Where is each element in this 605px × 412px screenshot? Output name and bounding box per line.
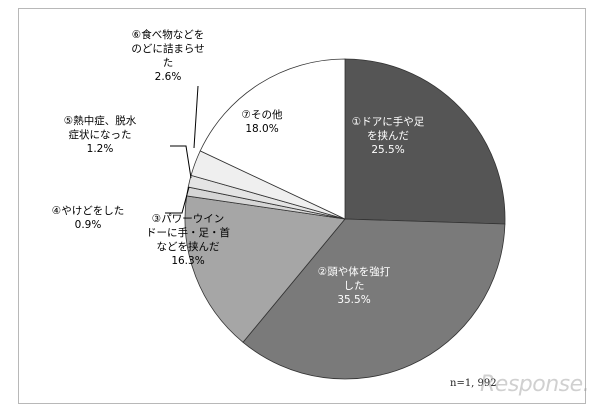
slice-label-value: 0.9% [74,219,102,231]
response-watermark: Response. [480,372,590,397]
slice-label-value: 35.5% [337,294,371,306]
sample-size-note: n=1, 992 [450,378,497,389]
slice-label-value: 2.6% [154,71,182,83]
slice-label-text: ④やけどをした [51,205,125,217]
leader-line-4 [165,186,190,214]
pie-slice-3 [184,195,346,343]
slice-label-4: ④やけどをした 0.9% [43,204,133,232]
slice-label-text: ⑥食べ物などを のどに詰まらせ た [131,29,205,69]
slice-label-2: ②頭や体を強打 した 35.5% [304,265,404,307]
slice-label-6: ⑥食べ物などを のどに詰まらせ た 2.6% [121,28,216,84]
leader-line-5 [170,145,192,179]
slice-label-text: ①ドアに手や足 を挟んだ [351,116,425,142]
slice-label-1: ①ドアに手や足 を挟んだ 25.5% [343,115,433,157]
leader-line-6 [193,85,199,149]
pie-slice-2 [242,218,506,380]
slice-label-value: 1.2% [86,143,114,155]
slice-label-value: 16.3% [171,255,205,267]
slice-label-3: ③パワーウイン ドーに手・足・首 などを挟んだ 16.3% [133,212,243,268]
slice-label-5: ⑤熱中症、脱水 症状になった 1.2% [53,114,148,156]
chart-frame [18,8,586,404]
slice-label-value: 25.5% [371,144,405,156]
slice-label-7: ⑦その他 18.0% [232,108,292,136]
slice-label-value: 18.0% [245,123,279,135]
slice-label-text: ⑦その他 [241,109,283,121]
pie-slice-1 [344,58,506,225]
slice-label-text: ⑤熱中症、脱水 症状になった [63,115,137,141]
slice-label-text: ②頭や体を強打 した [317,266,391,292]
slice-label-text: ③パワーウイン ドーに手・足・首 などを挟んだ [146,213,230,253]
pie-slice-7 [199,58,346,220]
